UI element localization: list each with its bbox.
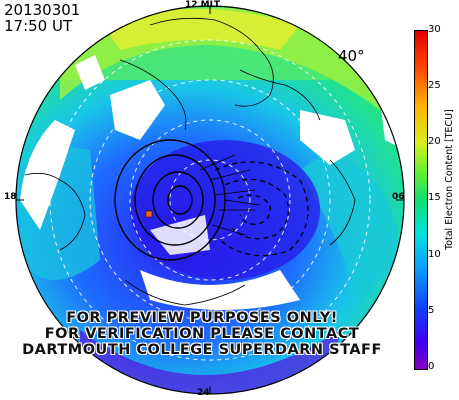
colorbar-tick-0: 0 [428,361,435,372]
latitude-label: 40° [338,47,365,65]
station-marker [145,210,153,218]
watermark-line-2: FOR VERIFICATION PLEASE CONTACT [44,326,360,342]
watermark-line-3: DARTMOUTH COLLEGE SUPERDARN STAFF [22,342,382,358]
mlt-label-06: 06 [392,192,405,202]
mlt-ticks [16,6,404,394]
date-label: 20130301 [4,1,81,19]
mlt-label-12: 12 MLT [185,0,220,10]
watermark-line-1: FOR PREVIEW PURPOSES ONLY! [66,310,338,326]
mlt-label-18: 18 [4,192,17,202]
latitude-grid [49,39,371,361]
colorbar-tick-5: 5 [428,305,435,316]
colorbar-tick-10: 10 [428,249,441,260]
convection-contours-dashed [214,161,309,257]
coastlines [24,17,356,306]
mlt-label-24: 24 [197,388,210,398]
colorbar-title: Total Electron Content [TECU] [444,109,455,250]
colorbar-tick-25: 25 [428,80,441,91]
colorbar-tick-20: 20 [428,136,441,147]
colorbar-tick-15: 15 [428,192,441,203]
time-label: 17:50 UT [4,17,73,35]
colorbar-tick-30: 30 [428,24,441,35]
colorbar [414,30,428,370]
velocity-vectors [199,154,261,236]
